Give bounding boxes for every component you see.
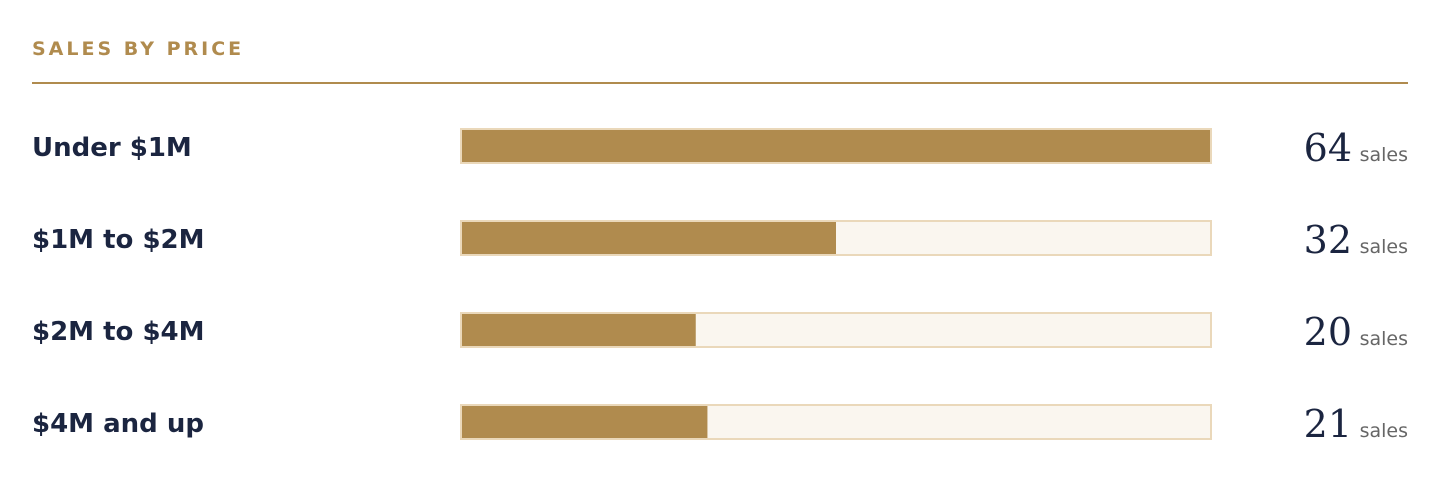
widget-title: SALES BY PRICE [32, 38, 244, 60]
value-label: 21 [1304, 402, 1352, 446]
bar [462, 314, 696, 346]
value-label: 64 [1304, 126, 1352, 170]
category-label: $1M to $2M [32, 225, 205, 255]
bar [462, 406, 708, 438]
value-unit: sales [1360, 236, 1408, 258]
category-label: Under $1M [32, 133, 192, 163]
value-label: 32 [1304, 218, 1352, 262]
category-label: $4M and up [32, 409, 204, 439]
value-label: 20 [1304, 310, 1352, 354]
category-label: $2M to $4M [32, 317, 205, 347]
bar [462, 222, 836, 254]
value-unit: sales [1360, 420, 1408, 442]
value-unit: sales [1360, 328, 1408, 350]
bar [462, 130, 1210, 162]
value-unit: sales [1360, 144, 1408, 166]
